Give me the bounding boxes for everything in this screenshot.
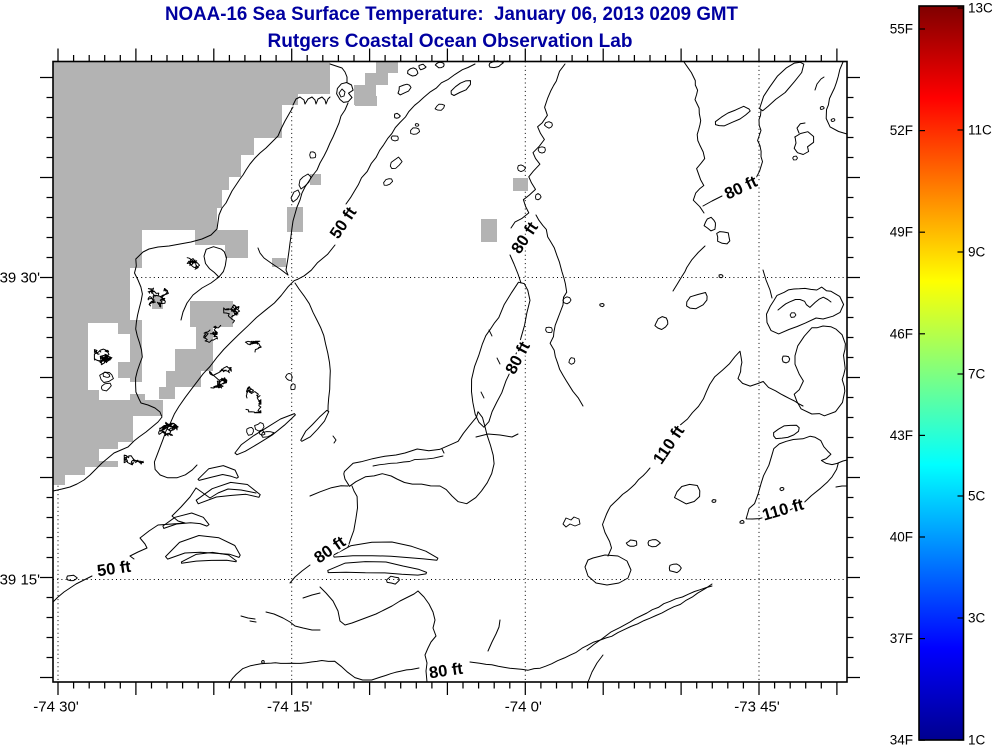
svg-text:9C: 9C [968, 245, 986, 260]
svg-text:40F: 40F [890, 530, 913, 545]
svg-text:11C: 11C [968, 123, 992, 138]
svg-text:7C: 7C [968, 367, 986, 382]
svg-text:3C: 3C [968, 611, 986, 626]
svg-text:-74 30': -74 30' [33, 699, 79, 716]
svg-text:-73 45': -73 45' [734, 699, 780, 716]
svg-text:1C: 1C [968, 733, 986, 748]
svg-text:-74 0': -74 0' [505, 699, 542, 716]
svg-text:46F: 46F [890, 326, 913, 341]
svg-text:50 ft: 50 ft [96, 558, 133, 581]
svg-text:5C: 5C [968, 489, 986, 504]
svg-text:39 15': 39 15' [0, 572, 40, 589]
svg-text:34F: 34F [890, 733, 913, 748]
svg-text:55F: 55F [890, 22, 913, 37]
svg-text:49F: 49F [890, 225, 913, 240]
svg-text:52F: 52F [890, 123, 913, 138]
svg-text:NOAA-16 Sea Surface Temperatur: NOAA-16 Sea Surface Temperature: January… [165, 4, 738, 25]
svg-text:13C: 13C [968, 1, 992, 16]
svg-text:43F: 43F [890, 428, 913, 443]
svg-text:37F: 37F [890, 631, 913, 646]
svg-text:-74 15': -74 15' [267, 699, 313, 716]
svg-text:39 30': 39 30' [0, 270, 40, 287]
svg-text:Rutgers Coastal Ocean Observat: Rutgers Coastal Ocean Observation Lab [268, 31, 633, 52]
